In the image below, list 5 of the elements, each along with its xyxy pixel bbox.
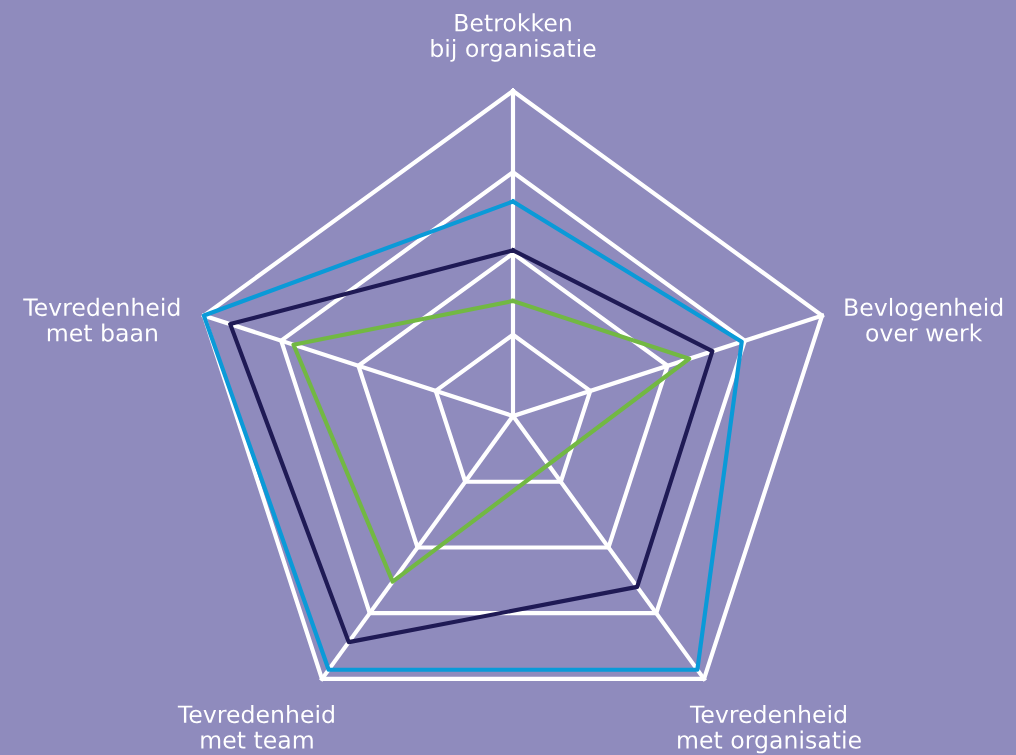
spoke-label: Tevredenheid met organisatie — [678, 704, 861, 754]
spoke-label: Betrokken bij organisatie — [431, 13, 596, 62]
spoke-label: Tevredenheid met team — [177, 704, 334, 749]
spoke-label: Tevredenheid met baan — [23, 297, 180, 342]
spoke-label: Bevlogenheid over werk — [845, 297, 1003, 342]
